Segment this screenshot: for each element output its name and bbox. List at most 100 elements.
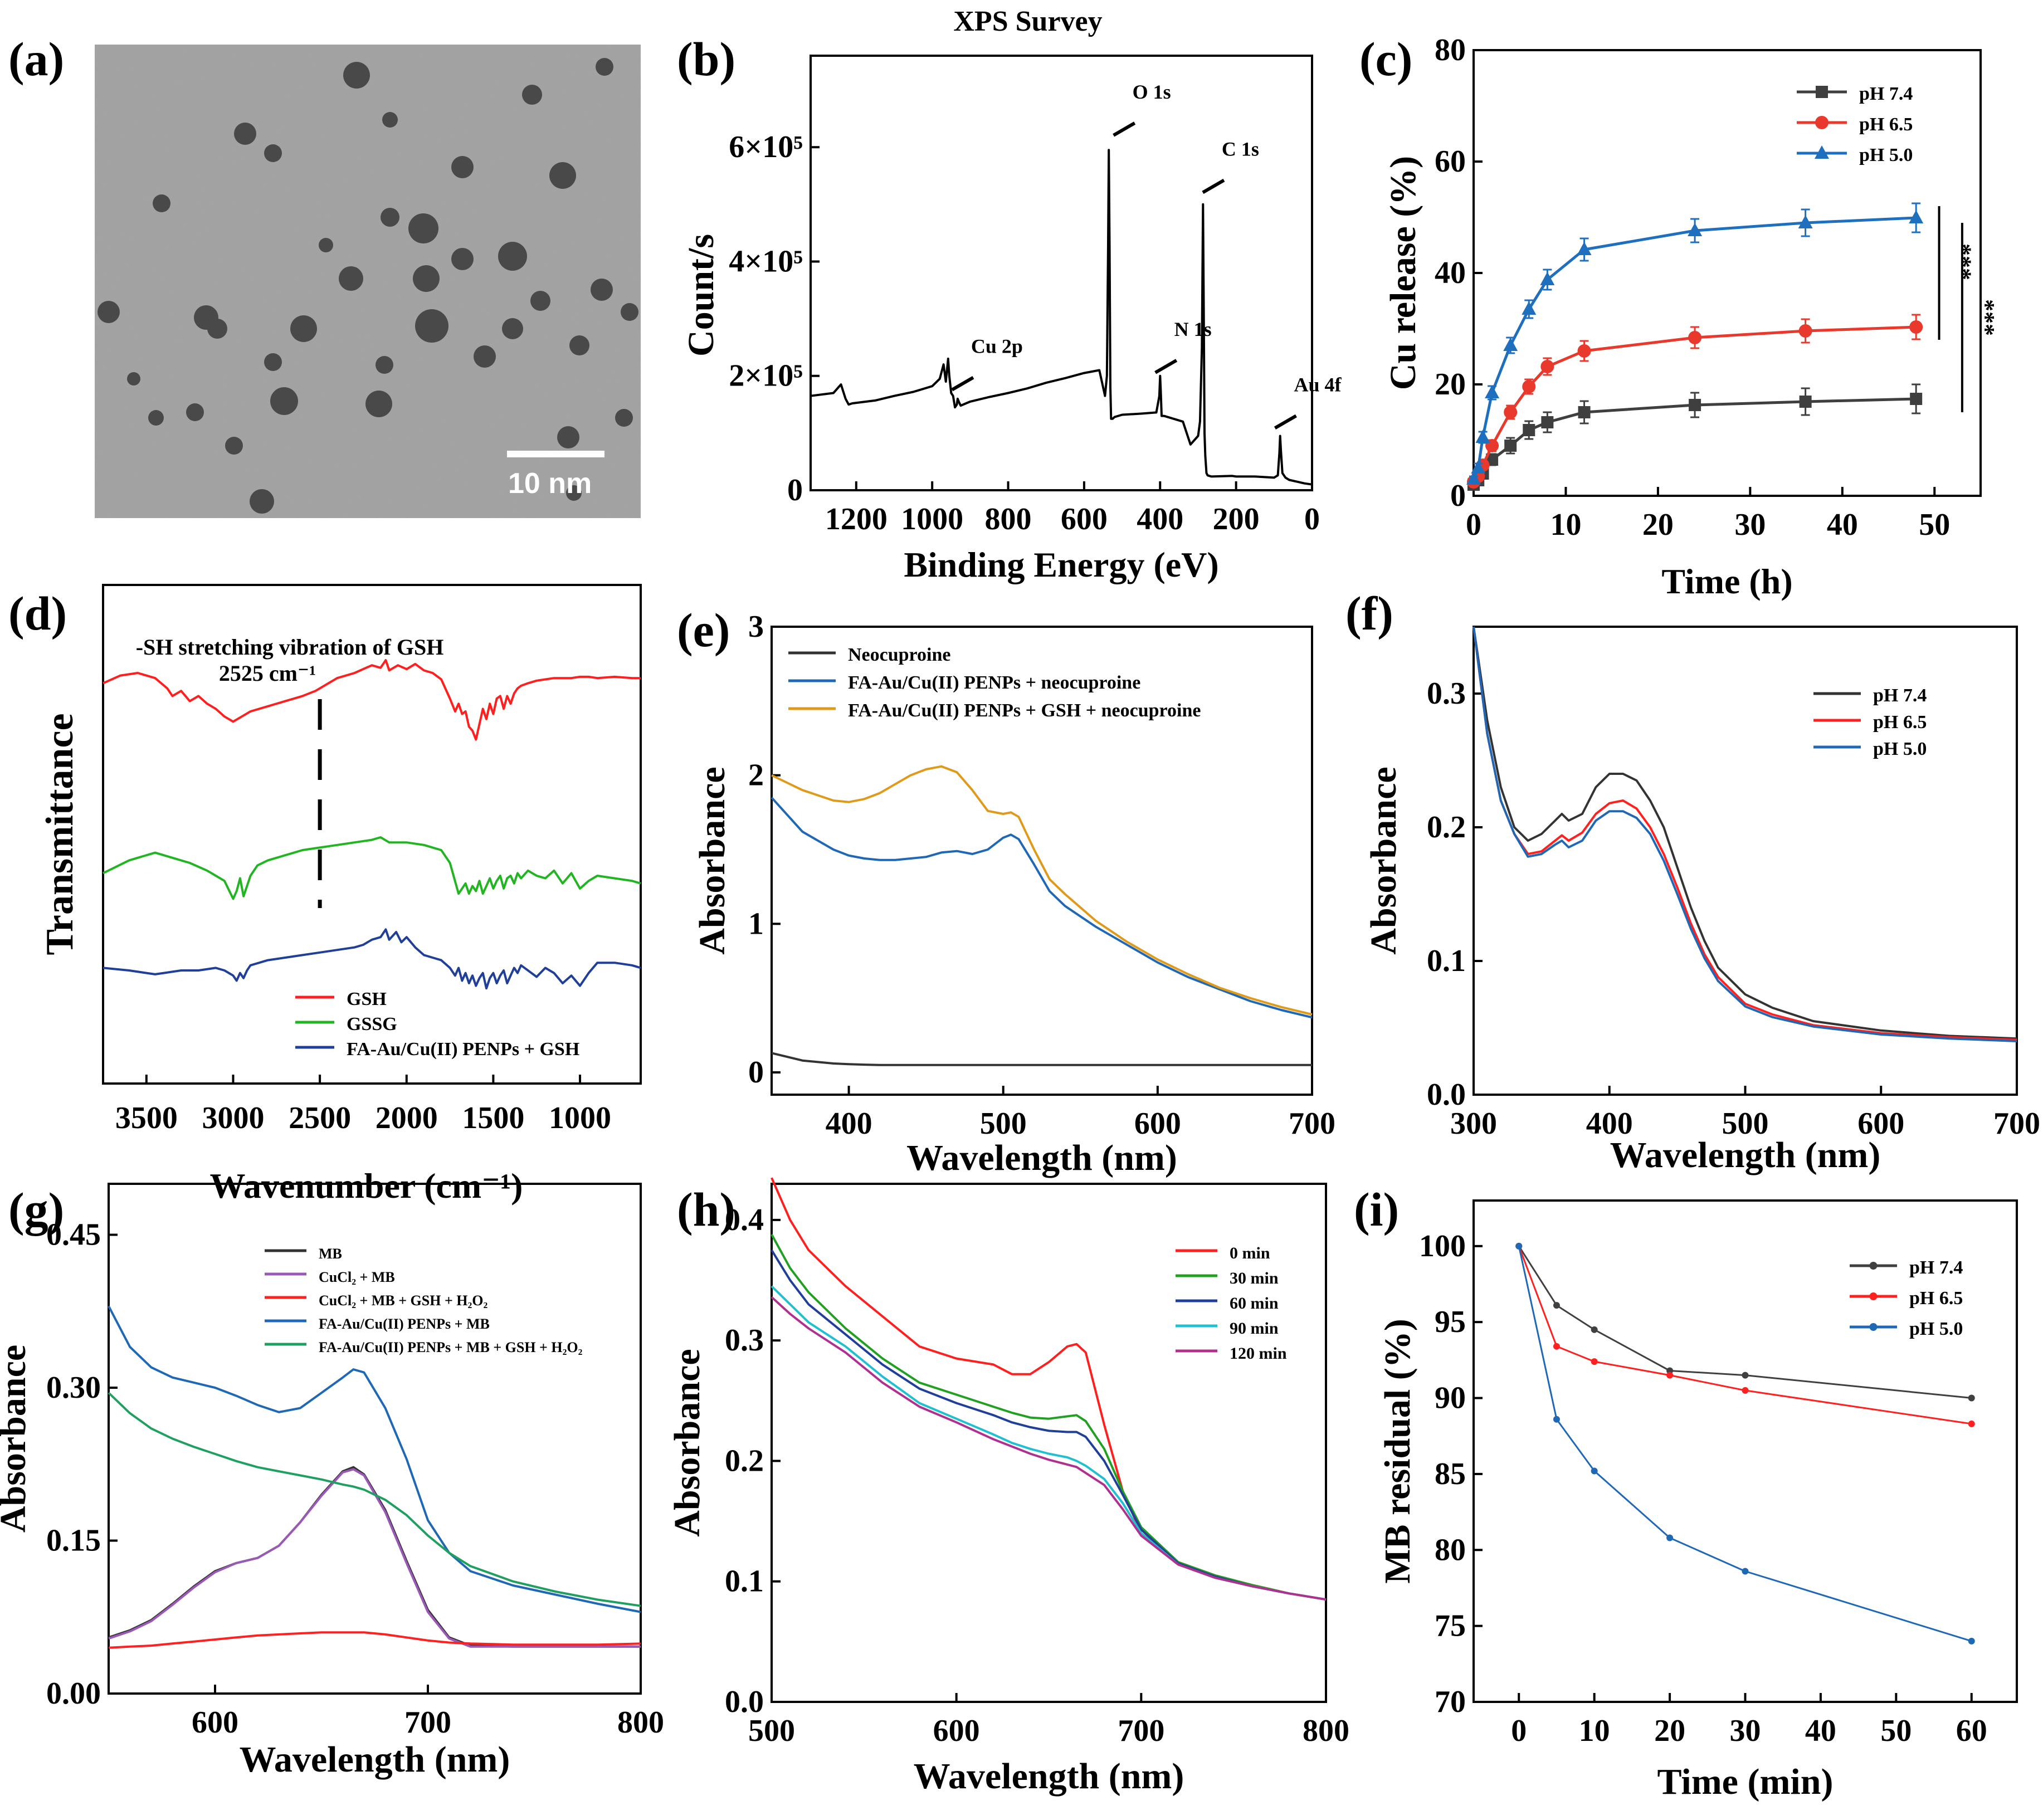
chart-i-point [1515,1242,1523,1250]
panel-labels: (a) (b) (c) (d) (e) (f) (g) (h) (i) [8,32,1412,1236]
chart-b-ytick-label: 2×10⁵ [729,359,803,393]
chart-b-series-line [810,149,1313,486]
chart-b-peak-label: Cu 2p [971,335,1023,358]
chart-f-ylabel: Absorbance [1363,767,1404,954]
chart-b-xtick-label: 200 [1213,502,1260,536]
chart-b-peak-marker [1274,414,1297,430]
chart-e-xtick-label: 600 [1134,1106,1181,1141]
chart-f-xtick-label: 600 [1857,1106,1904,1141]
chart-c-point [1577,242,1592,255]
chart-i-xtick-label: 30 [1730,1714,1761,1748]
chart-i-legend-label: pH 6.5 [1909,1288,1963,1309]
chart-c-point [1578,406,1591,418]
chart-c-point [1541,416,1554,428]
chart-f-legend-label: pH 5.0 [1873,739,1927,759]
chart-g-xtick-label: 600 [192,1705,238,1740]
chart-i-point [1968,1420,1975,1427]
chart-f-xtick-label: 700 [1993,1106,2040,1141]
chart-i-ytick-label: 90 [1435,1381,1466,1416]
chart-g-legend-label: CuCl₂ + MB + GSH + H₂O₂ [319,1292,488,1309]
chart-b-ytick-label: 4×10⁵ [729,244,803,279]
chart-g-ytick-label: 0.00 [46,1676,101,1711]
chart-i-series-line [1518,1245,1972,1399]
chart-c-point [1577,344,1591,358]
chart-g-xtick-label: 800 [617,1705,664,1740]
chart-c-legend-label: pH 7.4 [1859,84,1913,104]
chart-f-xtick-label: 500 [1722,1106,1769,1141]
panel-label-g: (g) [8,1183,64,1236]
panel-label-b: (b) [677,32,735,86]
chart-c-ytick-label: 80 [1435,33,1466,67]
chart-d-annotation: -SH stretching vibration of GSH [136,635,444,660]
chart-i-xtick-label: 10 [1579,1714,1610,1748]
chart-c-xtick-label: 20 [1642,508,1674,542]
chart-h-legend-label: 0 min [1230,1244,1270,1262]
chart-g-legend-label: FA-Au/Cu(II) PENPs + MB + GSH + H₂O₂ [319,1339,583,1355]
scale-bar-label: 10 nm [508,467,592,500]
chart-i-point [1666,1372,1674,1379]
chart-d-legend-label: FA-Au/Cu(II) PENPs + GSH [347,1039,579,1060]
chart-g-ytick-label: 0.15 [46,1524,101,1558]
chart-i-xtick-label: 60 [1956,1714,1987,1748]
chart-h-absorbance: 500 600 700 800 0.0 0.1 0.2 0.3 0.4 0 min 30 min 60… [667,1177,1349,1797]
chart-g-series-line [108,1468,641,1648]
tem-image: 10 nm [95,45,641,518]
chart-c-xtick-label: 40 [1827,508,1858,542]
chart-i-mb-residual: 0 10 20 30 40 50 60 70 75 80 85 90 95 100 pH 7.4 pH 6.5… [1377,1199,2018,1802]
chart-i-legend-label: pH 7.4 [1909,1257,1963,1278]
chart-c-point [1798,215,1813,228]
chart-f-legend-label: pH 7.4 [1873,685,1927,706]
chart-h-frame [771,1183,1327,1703]
chart-e-frame [771,626,1313,1096]
chart-c-point [1688,331,1702,344]
chart-h-series-line [771,1233,1327,1601]
chart-c-xlabel: Time (h) [1661,562,1792,601]
panel-label-c: (c) [1359,32,1412,86]
chart-g-ytick-label: 0.30 [46,1370,101,1405]
chart-f-ytick-label: 0.3 [1427,676,1466,711]
chart-d-series-line [103,836,641,900]
chart-c-ytick-label: 20 [1435,367,1466,402]
chart-i-series-line [1518,1246,1972,1425]
chart-b-xtick-label: 0 [1304,502,1320,536]
chart-c-ylabel: Cu release (%) [1383,156,1423,390]
chart-c-point [1909,210,1924,223]
chart-g-series-line [108,1631,641,1649]
chart-c-point [1799,396,1812,408]
chart-e-series-line [771,765,1313,1016]
chart-c-xtick-label: 0 [1466,508,1481,542]
chart-i-point [1591,1326,1598,1333]
chart-b-ytick-label: 6×10⁵ [729,130,803,164]
chart-i-point [1666,1534,1674,1541]
chart-i-xtick-label: 40 [1805,1714,1836,1748]
chart-c-legend-label: pH 5.0 [1859,145,1913,165]
chart-i-point [1742,1387,1749,1394]
chart-d-xtick-label: 1500 [462,1101,524,1135]
chart-c-ytick-label: 60 [1435,144,1466,179]
chart-c-point [1466,471,1481,485]
chart-b-peak-marker [951,376,974,392]
chart-c-point [1540,272,1555,285]
chart-e-ytick-label: 2 [748,758,764,793]
chart-i-point [1742,1568,1749,1575]
chart-i-series-line [1518,1246,1972,1642]
chart-i-ytick-label: 70 [1435,1685,1466,1719]
chart-i-xtick-label: 20 [1654,1714,1685,1748]
chart-h-xtick-label: 800 [1303,1714,1349,1748]
chart-d-series-line [103,659,641,741]
chart-b-xtick-label: 800 [985,502,1032,536]
chart-g-xtick-label: 700 [404,1705,451,1740]
panel-label-e: (e) [677,603,730,657]
chart-g-frame [108,1183,642,1695]
chart-d-xtick-label: 2500 [289,1101,351,1135]
chart-d-ylabel: Transmittance [38,713,81,955]
chart-h-xlabel: Wavelength (nm) [914,1756,1184,1797]
chart-f-series-line [1472,626,2017,1042]
chart-i-ytick-label: 95 [1435,1305,1466,1339]
chart-b-peak-label: Au 4f [1294,373,1342,396]
chart-d-xlabel: Wavenumber (cm⁻¹) [210,1166,523,1206]
chart-f-legend-label: pH 6.5 [1873,712,1927,733]
chart-c-xtick-label: 50 [1919,508,1950,542]
chart-d-legend-label: GSSG [347,1014,397,1035]
chart-c-xtick-label: 30 [1734,508,1766,542]
